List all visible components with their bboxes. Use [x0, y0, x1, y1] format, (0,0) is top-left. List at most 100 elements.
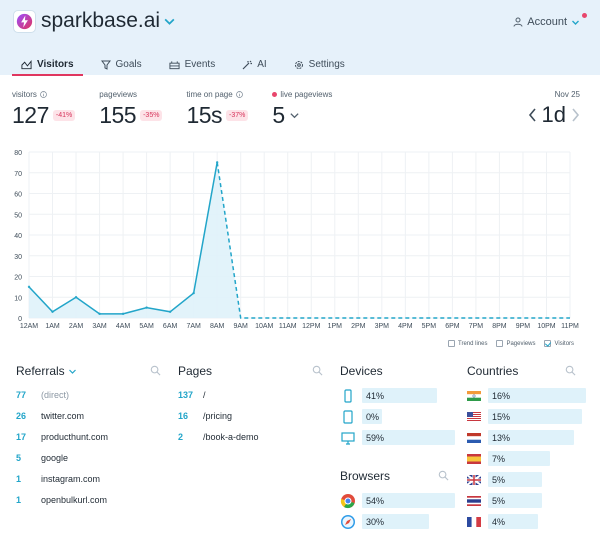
stat-live-pageviews[interactable]: live pageviews 5	[272, 88, 332, 129]
list-item[interactable]: 7%	[466, 448, 581, 469]
item-label: instagram.com	[41, 473, 101, 484]
x-tick-label: 6PM	[445, 323, 460, 330]
devices-list: 41% 0% 59%	[340, 385, 455, 448]
list-item[interactable]: 30%	[340, 511, 455, 532]
list-item[interactable]: 41%	[340, 385, 455, 406]
data-point	[27, 285, 31, 289]
item-icon-wrapper	[466, 451, 482, 467]
item-icon-wrapper	[466, 472, 482, 488]
x-tick-label: 12PM	[302, 323, 320, 330]
prev-period-icon[interactable]	[528, 108, 537, 122]
list-item[interactable]: 16%	[466, 385, 586, 406]
item-icon-wrapper	[340, 388, 356, 404]
x-tick-label: 7AM	[186, 323, 201, 330]
legend-visitors[interactable]: Visitors	[544, 340, 574, 347]
legend-label: Visitors	[554, 340, 575, 347]
list-item[interactable]: 1 instagram.com	[16, 468, 108, 489]
legend-trend-lines[interactable]: Trend lines	[448, 340, 487, 347]
item-label: /pricing	[203, 410, 233, 421]
x-tick-label: 4AM	[116, 323, 131, 330]
tab-goals[interactable]: Goals	[92, 54, 151, 75]
x-tick-label: 1AM	[45, 323, 60, 330]
list-item[interactable]: 26 twitter.com	[16, 405, 108, 426]
data-point	[192, 291, 195, 295]
live-dot-icon	[272, 91, 278, 97]
item-label: /book-a-demo	[203, 431, 259, 442]
list-item[interactable]: 137 /	[178, 384, 259, 405]
list-item[interactable]: 77 (direct)	[16, 384, 108, 405]
range-selector[interactable]: 1d	[541, 102, 566, 127]
item-icon-wrapper	[340, 430, 356, 446]
change-badge: -41%	[52, 110, 76, 121]
search-icon[interactable]	[150, 365, 161, 376]
stats-row: visitors 127 -41% pageviews 155 -35% time …	[12, 88, 356, 129]
list-item[interactable]: 54%	[340, 490, 456, 511]
stat-label: visitors	[12, 89, 37, 99]
item-icon-wrapper	[466, 409, 482, 425]
item-count: 26	[16, 410, 27, 421]
item-count: 16	[178, 410, 189, 421]
visitors-icon	[21, 59, 32, 69]
legend-pageviews[interactable]: Pageviews	[496, 340, 535, 347]
list-item[interactable]: 15%	[466, 406, 582, 427]
item-percentage: 13%	[492, 432, 511, 443]
y-tick-label: 40	[14, 233, 22, 240]
list-item[interactable]: 13%	[466, 427, 581, 448]
stat-time-on-page[interactable]: time on page 15s -37%	[186, 88, 249, 129]
item-percentage: 5%	[492, 495, 506, 506]
pages-title: Pages	[178, 364, 212, 378]
chart-legend: Trend lines Pageviews Visitors	[448, 340, 574, 347]
item-label: (direct)	[41, 389, 70, 400]
item-count: 17	[16, 431, 27, 442]
y-tick-label: 80	[14, 150, 22, 157]
next-period-icon[interactable]	[571, 108, 580, 122]
x-tick-label: 2PM	[351, 323, 366, 330]
stat-value: 155	[99, 102, 137, 128]
list-item[interactable]: 16/pricing	[178, 405, 259, 426]
search-icon[interactable]	[565, 365, 576, 376]
site-logo[interactable]	[13, 10, 36, 33]
tab-ai[interactable]: AI	[233, 54, 275, 75]
list-item[interactable]: 17 producthunt.com	[16, 426, 108, 447]
tab-visitors[interactable]: Visitors	[12, 54, 83, 76]
x-tick-label: 11PM	[561, 323, 579, 330]
y-tick-label: 20	[14, 275, 22, 282]
percentage-bar	[362, 388, 437, 403]
ai-wand-icon	[242, 60, 253, 69]
list-item[interactable]: 2/book-a-demo	[178, 426, 259, 447]
x-tick-label: 7PM	[469, 323, 484, 330]
user-icon	[513, 17, 523, 27]
countries-list: 16% 15% 13% 7% 5% 5% 4%	[466, 385, 586, 532]
list-item[interactable]: 5%	[466, 490, 581, 511]
panel-title-label: Pages	[178, 364, 213, 378]
tab-events[interactable]: Events	[160, 54, 225, 75]
list-item[interactable]: 0%	[340, 406, 455, 427]
x-tick-label: 8PM	[492, 323, 507, 330]
tab-settings[interactable]: Settings	[285, 54, 354, 75]
visitors-chart[interactable]: 0 10 20 30 40 50 60 70 80 12AM 1AM 2AM 3AM 4AM 5AM 6AM 7…	[0, 140, 600, 338]
list-item[interactable]: 1 openbulkurl.com	[16, 489, 108, 510]
stat-value: 127	[12, 102, 49, 128]
tab-label: AI	[257, 59, 267, 70]
stat-visitors[interactable]: visitors 127 -41%	[12, 88, 76, 129]
data-point	[98, 312, 101, 316]
x-tick-label: 10AM	[255, 323, 273, 330]
item-count: 77	[16, 389, 27, 400]
checkbox-icon	[448, 340, 455, 347]
list-item[interactable]: 4%	[466, 511, 581, 532]
change-badge: -35%	[140, 110, 163, 121]
x-tick-label: 5PM	[422, 323, 437, 330]
list-item[interactable]: 5%	[466, 469, 581, 490]
account-menu[interactable]: Account	[513, 13, 587, 28]
list-item[interactable]: 5 google	[16, 447, 108, 468]
list-item[interactable]: 59%	[340, 427, 455, 448]
y-tick-label: 0	[18, 316, 22, 323]
x-tick-label: 2AM	[69, 323, 84, 330]
referrals-title[interactable]: Referrals	[16, 364, 77, 378]
info-icon	[235, 90, 243, 98]
mobile-icon	[344, 388, 352, 403]
search-icon[interactable]	[312, 365, 323, 376]
site-switcher[interactable]: sparkbase.ai	[41, 9, 176, 33]
search-icon[interactable]	[438, 470, 449, 481]
stat-pageviews[interactable]: pageviews 155 -35%	[99, 88, 163, 129]
